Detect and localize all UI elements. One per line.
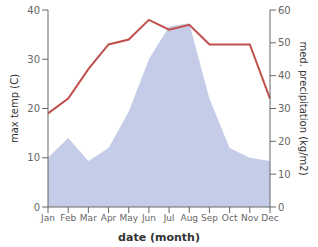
svg-text:Feb: Feb [60,213,76,223]
svg-text:Jan: Jan [40,213,55,223]
svg-text:10: 10 [278,169,291,180]
svg-text:med. precipitation (kg/m2): med. precipitation (kg/m2) [298,41,309,175]
svg-text:Oct: Oct [222,213,238,223]
svg-text:40: 40 [27,5,40,16]
svg-text:Aug: Aug [180,213,198,223]
svg-text:20: 20 [27,103,40,114]
svg-text:30: 30 [27,54,40,65]
svg-text:Jun: Jun [141,213,156,223]
svg-text:Dec: Dec [261,213,278,223]
svg-text:max temp (C): max temp (C) [9,74,20,143]
svg-text:Jul: Jul [163,213,175,223]
svg-text:Sep: Sep [201,213,218,223]
svg-text:0: 0 [34,202,40,213]
svg-text:Nov: Nov [241,213,259,223]
svg-text:May: May [119,213,138,223]
svg-text:0: 0 [278,202,284,213]
svg-text:30: 30 [278,103,291,114]
svg-text:Mar: Mar [80,213,97,223]
svg-text:date (month): date (month) [118,231,200,244]
svg-text:Apr: Apr [101,213,117,223]
svg-text:60: 60 [278,5,291,16]
svg-text:50: 50 [278,37,291,48]
svg-text:20: 20 [278,136,291,147]
svg-text:10: 10 [27,152,40,163]
svg-text:40: 40 [278,70,291,81]
